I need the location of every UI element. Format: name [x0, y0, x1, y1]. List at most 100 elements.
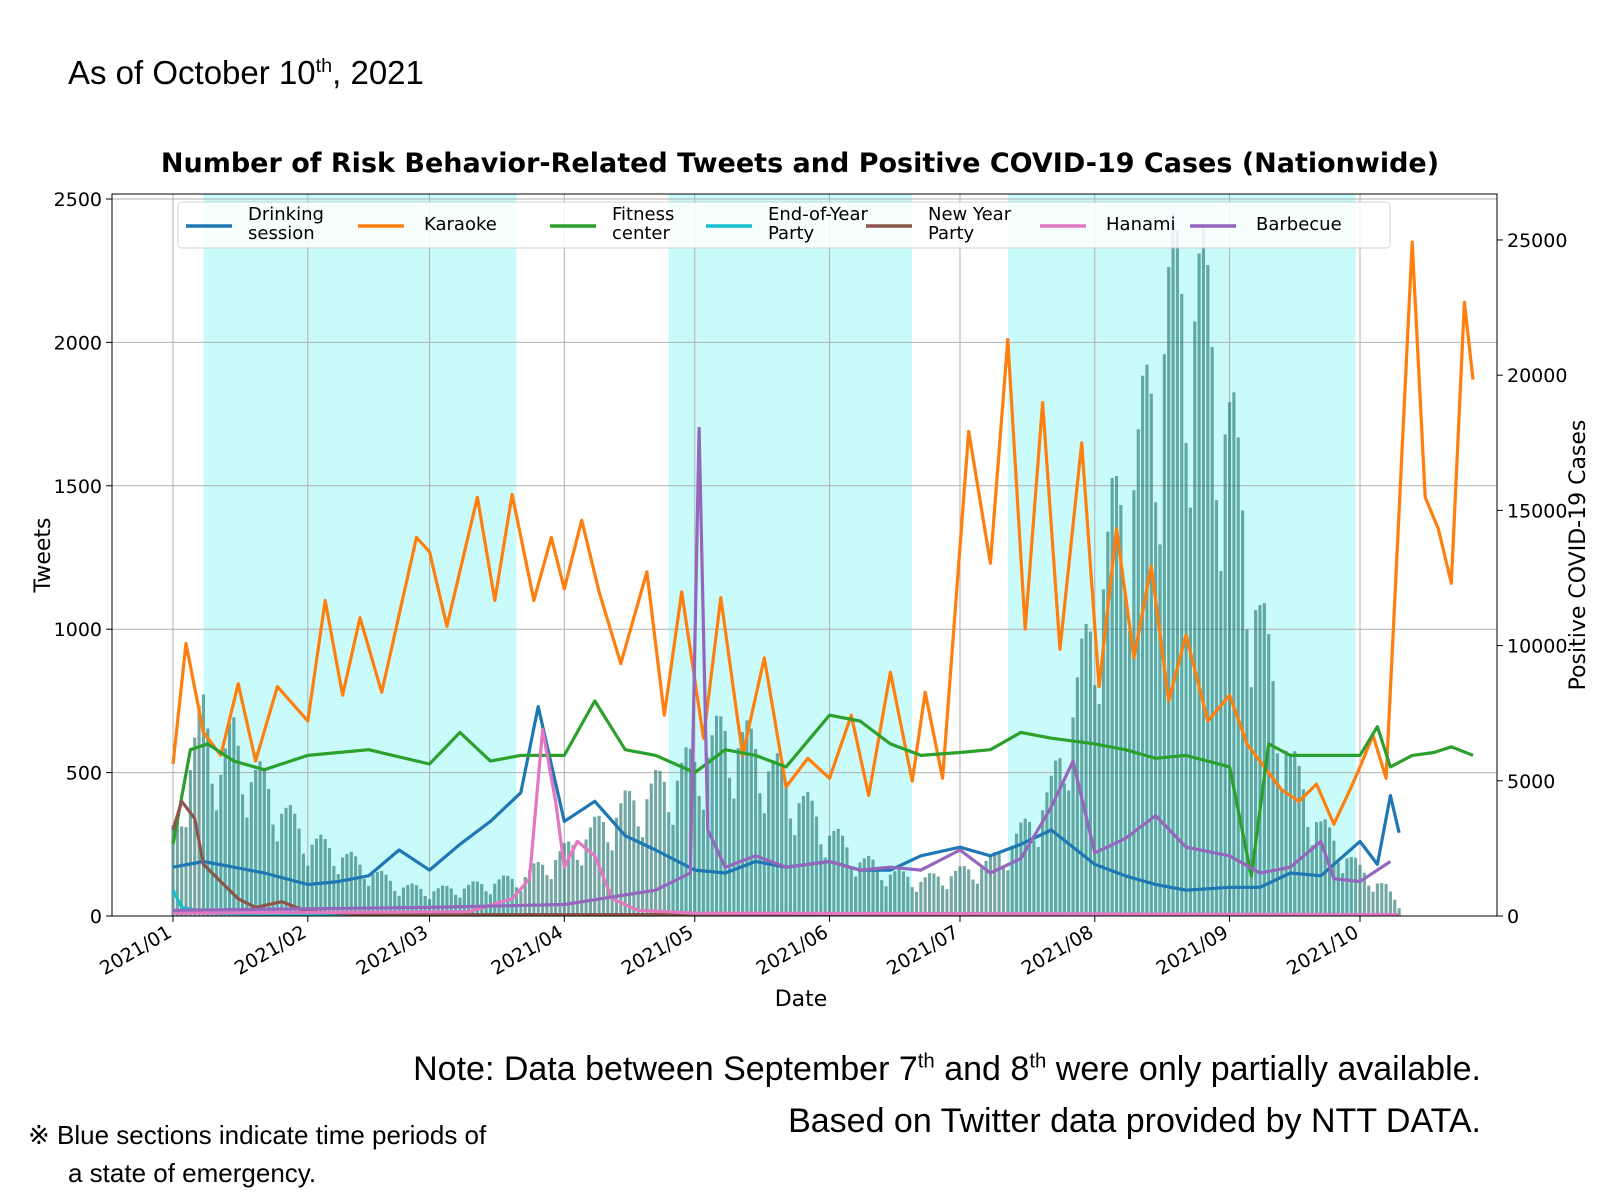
- case-bar: [341, 857, 345, 916]
- case-bar: [975, 883, 979, 916]
- case-bar: [554, 860, 558, 916]
- case-bar: [1136, 429, 1140, 916]
- case-bar: [336, 874, 340, 916]
- footnote-line-2: a state of emergency.: [68, 1158, 317, 1188]
- case-bar: [232, 717, 236, 916]
- case-bar: [1045, 792, 1049, 916]
- case-bar: [871, 859, 875, 916]
- case-bar: [719, 716, 723, 916]
- case-bar: [188, 769, 192, 916]
- case-bar: [419, 888, 423, 916]
- case-bar: [888, 874, 892, 916]
- note-data-source: Based on Twitter data provided by NTT DA…: [788, 1102, 1481, 1140]
- legend-label-fitness: Fitness center: [612, 204, 674, 244]
- right-axis-ticks: 0 5000 10000 15000 20000 25000: [1497, 230, 1567, 928]
- x-tick-label: 2021/09: [1153, 921, 1232, 980]
- case-bar: [1323, 819, 1327, 916]
- case-bar: [1284, 750, 1288, 916]
- case-bar: [1345, 858, 1349, 916]
- x-tick-label: 2021/04: [487, 921, 566, 980]
- x-tick-label: 2021/01: [96, 921, 175, 980]
- case-bar: [1110, 477, 1114, 916]
- case-bar: [745, 720, 749, 916]
- case-bar: [1084, 623, 1088, 916]
- case-bar: [1127, 630, 1132, 916]
- case-bar: [1162, 354, 1166, 916]
- case-bar: [923, 877, 927, 916]
- case-bar: [662, 781, 666, 916]
- left-axis-ticks: 0 500 1000 1500 2000 2500: [54, 189, 112, 928]
- case-bar: [171, 825, 175, 916]
- case-bar: [949, 876, 953, 916]
- case-bar: [1154, 502, 1158, 916]
- case-bar: [884, 886, 888, 916]
- case-bar: [1314, 822, 1319, 916]
- case-bar: [727, 777, 732, 916]
- case-bar: [967, 869, 971, 916]
- y-tick-label: 0: [90, 906, 102, 928]
- case-bar: [267, 788, 271, 916]
- case-bar: [823, 857, 827, 916]
- case-bar: [1241, 510, 1245, 916]
- case-bar: [714, 715, 719, 916]
- case-bar: [1367, 885, 1371, 916]
- case-bar: [767, 771, 771, 916]
- case-bar: [1088, 631, 1092, 916]
- case-bar: [1206, 264, 1210, 916]
- case-bar: [910, 887, 914, 916]
- y2-axis-label: Positive COVID-19 Cases: [1566, 420, 1591, 691]
- case-bar: [1219, 571, 1223, 916]
- case-bar: [619, 803, 623, 916]
- case-bar: [310, 844, 314, 916]
- case-bar: [362, 879, 366, 916]
- case-bar: [436, 888, 440, 916]
- case-bar: [449, 888, 453, 916]
- case-bar: [393, 890, 397, 916]
- case-bar: [219, 774, 223, 916]
- case-bar: [567, 841, 571, 916]
- case-bar: [223, 748, 227, 916]
- case-bar: [1262, 603, 1266, 916]
- case-bar: [775, 753, 779, 916]
- case-bar: [1145, 364, 1149, 916]
- case-bar: [1223, 434, 1227, 916]
- case-bar: [1397, 908, 1401, 916]
- case-bar: [697, 795, 701, 916]
- case-bar: [432, 891, 436, 916]
- case-bar: [380, 870, 384, 916]
- y-tick-label: 1000: [54, 619, 102, 641]
- case-bar: [480, 884, 484, 916]
- case-bar: [1071, 717, 1075, 916]
- case-bar: [1175, 230, 1179, 916]
- legend-label-endofyear: End-of-Year Party: [768, 204, 868, 244]
- case-bar: [332, 865, 336, 916]
- case-bar: [827, 835, 832, 916]
- case-bar: [854, 876, 858, 916]
- case-bar: [988, 854, 992, 916]
- case-bar: [706, 757, 710, 916]
- legend-label-drinking: Drinking session: [248, 204, 324, 244]
- case-bar: [897, 868, 901, 916]
- footnote-line-1: ※ Blue sections indicate time periods of: [28, 1120, 487, 1150]
- case-bar: [201, 694, 206, 916]
- case-bar: [1067, 790, 1071, 916]
- case-bar: [1349, 857, 1353, 916]
- case-bar: [906, 876, 910, 916]
- case-bar: [262, 768, 266, 916]
- case-bar: [1310, 845, 1314, 916]
- case-bar: [297, 828, 301, 916]
- case-bar: [684, 747, 688, 916]
- case-bar: [1301, 789, 1306, 916]
- case-bar: [1280, 789, 1284, 916]
- case-bar: [1019, 822, 1023, 916]
- case-bar: [1075, 677, 1079, 916]
- case-bar: [388, 880, 392, 916]
- x-tick-label: 2021/10: [1283, 921, 1362, 980]
- case-bar: [1288, 753, 1292, 916]
- case-bar: [1014, 833, 1019, 916]
- case-bar: [932, 873, 936, 916]
- case-bar: [880, 880, 884, 916]
- case-bar: [236, 745, 240, 916]
- case-bar: [636, 826, 640, 916]
- case-bar: [514, 887, 519, 916]
